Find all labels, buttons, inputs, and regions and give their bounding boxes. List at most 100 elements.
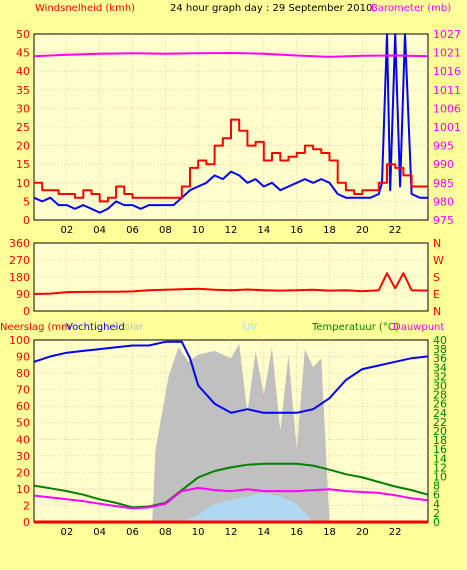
x-tick-label: 04 (93, 225, 106, 236)
right-tick-label: 28 (433, 389, 447, 402)
x-tick-label: 02 (60, 527, 73, 538)
left-tick-label: 30 (16, 102, 30, 115)
x-tick-label: 10 (192, 225, 205, 236)
right-tick-label: 6 (433, 489, 440, 502)
temperature-title: Temperatuur (°C) (311, 322, 399, 333)
right-tick-label: E (433, 288, 440, 301)
right-tick-label: N (433, 237, 441, 250)
left-tick-label: 15 (16, 158, 30, 171)
x-tick-label: 04 (93, 527, 106, 538)
left-tick-label: 50 (16, 417, 30, 430)
left-tick-label: 0 (23, 305, 30, 318)
series-uv-area (181, 492, 314, 522)
left-tick-label: 180 (9, 271, 30, 284)
wind-barometer-panel: 0 5 10 15 20 25 30 35 40 45 50 975 980 985 990 995 1001 1… (16, 28, 461, 236)
right-tick-label: W (433, 254, 444, 267)
left-tick-label: 10 (16, 483, 30, 496)
right-tick-label: 34 (433, 361, 447, 374)
right-tick-label: 8 (433, 480, 440, 493)
left-tick-label: 25 (16, 121, 30, 134)
right-tick-label: 14 (433, 452, 447, 465)
left-tick-label: 90 (16, 288, 30, 301)
right-tick-label: 30 (433, 380, 447, 393)
series-temperatuur-c-line (33, 462, 429, 509)
series-windstoten-line (34, 118, 428, 203)
left-tick-label: 80 (16, 367, 30, 380)
x-tick-label: 14 (257, 225, 270, 236)
right-tick-label: 0 (433, 516, 440, 529)
x-tick-label: 12 (225, 527, 238, 538)
right-tick-label: 24 (433, 407, 447, 420)
right-tick-label: 38 (433, 343, 447, 356)
dewpoint-title: Dauwpunt (393, 322, 444, 333)
x-tick-label: 18 (323, 225, 336, 236)
barometer-title: Barometer (mb) (371, 3, 451, 14)
right-tick-label: 16 (433, 443, 447, 456)
right-tick-label: 1006 (433, 102, 461, 115)
right-tick-label: 975 (433, 214, 454, 227)
x-tick-label: 14 (257, 527, 270, 538)
left-tick-label: 2 (23, 499, 30, 512)
left-tick-label: 20 (16, 466, 30, 479)
right-tick-label: 4 (433, 498, 440, 511)
right-tick-label: 18 (433, 434, 447, 447)
right-tick-label: 20 (433, 425, 447, 438)
right-tick-label: 32 (433, 370, 447, 383)
x-tick-label: 20 (356, 225, 369, 236)
right-tick-label: 985 (433, 177, 454, 190)
x-tick-label: 18 (323, 527, 336, 538)
left-tick-label: 0 (23, 516, 30, 529)
right-tick-label: 1021 (433, 47, 461, 60)
series-windrichting-line (33, 272, 429, 295)
x-tick-label: 02 (60, 225, 73, 236)
rain-title: Neerslag (mm (0, 322, 71, 333)
right-tick-label: 995 (433, 140, 454, 153)
x-tick-label: 06 (126, 225, 139, 236)
left-tick-label: 360 (9, 237, 30, 250)
right-tick-label: 1011 (433, 84, 461, 97)
right-tick-label: 40 (433, 334, 447, 347)
x-tick-label: 12 (225, 225, 238, 236)
series-windsnelheid-kmh-line (33, 33, 428, 214)
x-tick-label: 08 (159, 527, 172, 538)
left-tick-label: 40 (16, 65, 30, 78)
solar-title: olar (124, 322, 144, 333)
right-tick-label: N (433, 305, 441, 318)
right-tick-label: 36 (433, 352, 447, 365)
x-tick-label: 06 (126, 527, 139, 538)
right-tick-label: 2 (433, 507, 440, 520)
left-tick-label: 90 (16, 351, 30, 364)
left-tick-label: 270 (9, 254, 30, 267)
humidity-title: Vochtigheid (66, 322, 125, 333)
left-tick-label: 10 (16, 177, 30, 190)
left-tick-label: 40 (16, 433, 30, 446)
x-tick-label: 08 (159, 225, 172, 236)
right-tick-label: S (433, 271, 440, 284)
x-tick-label: 22 (389, 225, 402, 236)
right-tick-label: 980 (433, 195, 454, 208)
left-tick-label: 5 (23, 195, 30, 208)
right-tick-label: 1027 (433, 28, 461, 41)
left-tick-label: 30 (16, 450, 30, 463)
uv-title: UV (243, 322, 257, 333)
left-tick-label: 35 (16, 84, 30, 97)
x-tick-label: 20 (356, 527, 369, 538)
right-tick-label: 22 (433, 416, 447, 429)
left-tick-label: 70 (16, 384, 30, 397)
series-barometer-mb-line (33, 52, 429, 58)
x-tick-label: 16 (290, 527, 303, 538)
x-tick-label: 16 (290, 225, 303, 236)
left-tick-label: 50 (16, 28, 30, 41)
series-solar-area (152, 343, 330, 522)
right-tick-label: 26 (433, 398, 447, 411)
left-tick-label: 100 (9, 334, 30, 347)
right-tick-label: 1016 (433, 65, 461, 78)
left-tick-label: 20 (16, 140, 30, 153)
x-tick-label: 10 (192, 527, 205, 538)
left-tick-label: 60 (16, 400, 30, 413)
right-tick-label: 12 (433, 461, 447, 474)
wind-title: Windsnelheid (kmh) (35, 3, 135, 14)
